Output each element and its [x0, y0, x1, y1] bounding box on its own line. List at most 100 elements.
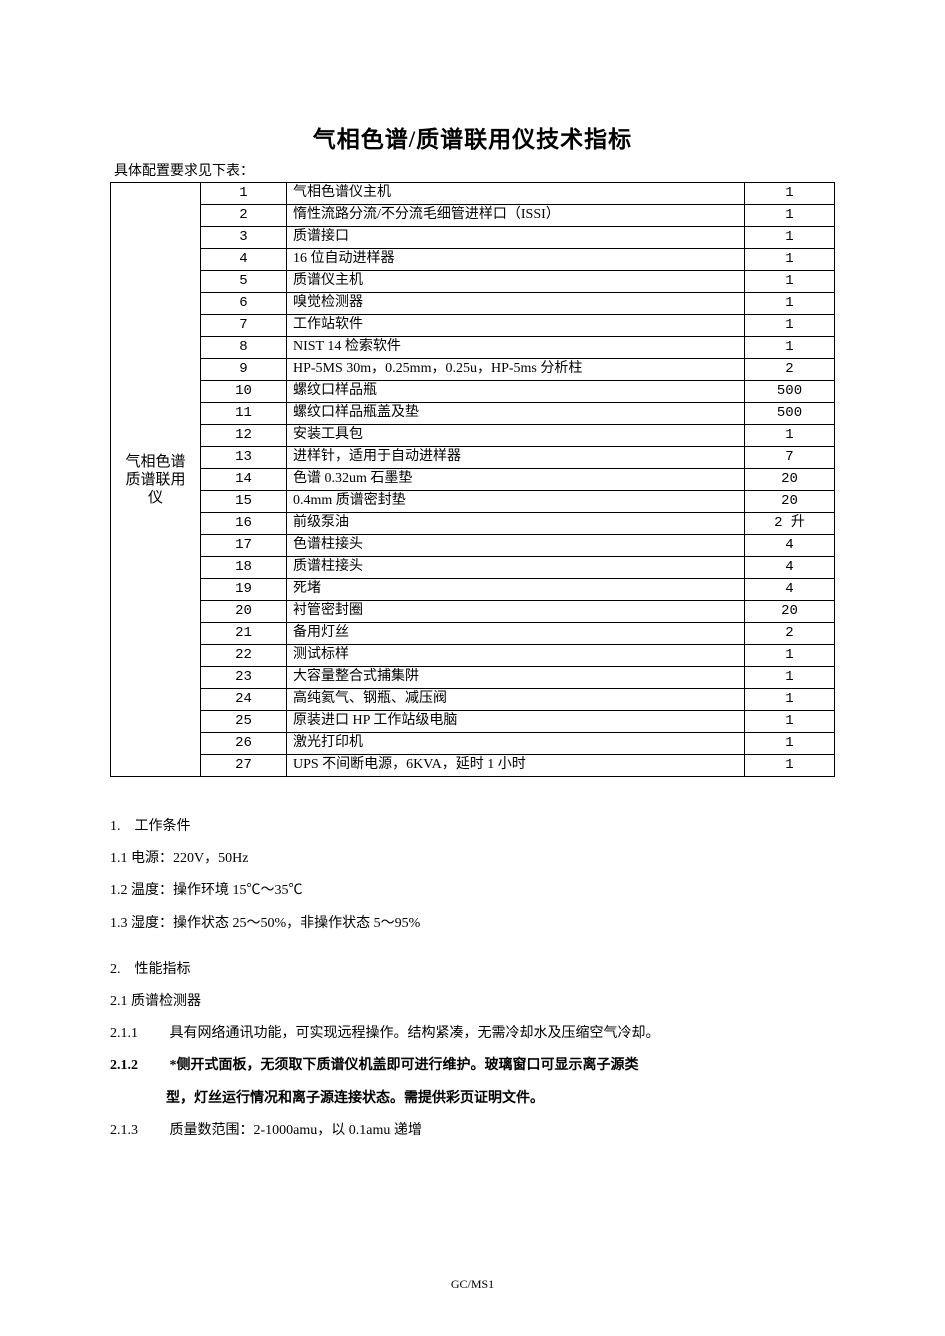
cell-desc: 高纯氦气、钢瓶、减压阀 [287, 689, 745, 711]
item-tag: 2.1.1 [110, 1018, 166, 1050]
cell-index: 19 [201, 579, 287, 601]
cell-desc: 原装进口 HP 工作站级电脑 [287, 711, 745, 733]
cell-qty: 20 [745, 491, 835, 513]
cell-desc: 备用灯丝 [287, 623, 745, 645]
cell-index: 23 [201, 667, 287, 689]
table-row: 19死堵4 [111, 579, 835, 601]
cell-qty: 1 [745, 271, 835, 293]
cell-desc: 质谱接口 [287, 227, 745, 249]
cell-qty: 1 [745, 425, 835, 447]
cell-qty: 1 [745, 711, 835, 733]
table-row: 21备用灯丝2 [111, 623, 835, 645]
cell-qty: 1 [745, 733, 835, 755]
table-row: 26激光打印机1 [111, 733, 835, 755]
cell-desc: 衬管密封圈 [287, 601, 745, 623]
cell-desc: 质谱柱接头 [287, 557, 745, 579]
cell-index: 1 [201, 183, 287, 205]
cell-qty: 1 [745, 315, 835, 337]
cell-desc: 16 位自动进样器 [287, 249, 745, 271]
cell-desc: 死堵 [287, 579, 745, 601]
cell-desc: UPS 不间断电源，6KVA，延时 1 小时 [287, 755, 745, 777]
cell-desc: 激光打印机 [287, 733, 745, 755]
table-row: 16前级泵油2 升 [111, 513, 835, 535]
table-row: 22测试标样1 [111, 645, 835, 667]
section-2-heading: 2. 性能指标 [110, 954, 835, 986]
cell-index: 9 [201, 359, 287, 381]
cell-desc: 0.4mm 质谱密封垫 [287, 491, 745, 513]
item-2-1-2: 2.1.2 *侧开式面板，无须取下质谱仪机盖即可进行维护。玻璃窗口可显示离子源类 [110, 1050, 835, 1082]
table-row: 气相色谱质谱联用仪1气相色谱仪主机1 [111, 183, 835, 205]
table-row: 7工作站软件1 [111, 315, 835, 337]
table-row: 11螺纹口样品瓶盖及垫500 [111, 403, 835, 425]
table-row: 150.4mm 质谱密封垫20 [111, 491, 835, 513]
cell-index: 7 [201, 315, 287, 337]
cell-desc: 色谱 0.32um 石墨垫 [287, 469, 745, 491]
cell-index: 6 [201, 293, 287, 315]
item-text: 具有网络通讯功能，可实现远程操作。结构紧凑，无需冷却水及压缩空气冷却。 [170, 1026, 660, 1041]
cell-desc: 螺纹口样品瓶盖及垫 [287, 403, 745, 425]
cell-index: 12 [201, 425, 287, 447]
cell-qty: 4 [745, 579, 835, 601]
cell-desc: NIST 14 检索软件 [287, 337, 745, 359]
cell-qty: 1 [745, 755, 835, 777]
cell-index: 21 [201, 623, 287, 645]
cell-index: 25 [201, 711, 287, 733]
table-row: 3质谱接口1 [111, 227, 835, 249]
cell-index: 2 [201, 205, 287, 227]
cell-qty: 7 [745, 447, 835, 469]
cell-desc: 进样针，适用于自动进样器 [287, 447, 745, 469]
cell-qty: 20 [745, 469, 835, 491]
cell-qty: 500 [745, 381, 835, 403]
cell-qty: 1 [745, 293, 835, 315]
cell-qty: 500 [745, 403, 835, 425]
cell-desc: 嗅觉检测器 [287, 293, 745, 315]
table-row: 17色谱柱接头4 [111, 535, 835, 557]
cell-qty: 2 [745, 623, 835, 645]
body-text: 1. 工作条件 1.1 电源：220V，50Hz 1.2 温度：操作环境 15℃… [110, 811, 835, 1147]
page-title: 气相色谱/质谱联用仪技术指标 [110, 120, 835, 154]
item-text: *侧开式面板，无须取下质谱仪机盖即可进行维护。玻璃窗口可显示离子源类 [170, 1058, 639, 1073]
table-row: 5质谱仪主机1 [111, 271, 835, 293]
row-header: 气相色谱质谱联用仪 [111, 183, 201, 777]
cell-qty: 1 [745, 667, 835, 689]
cell-desc: 色谱柱接头 [287, 535, 745, 557]
cell-index: 4 [201, 249, 287, 271]
cell-index: 27 [201, 755, 287, 777]
table-row: 416 位自动进样器1 [111, 249, 835, 271]
item-2-1: 2.1 质谱检测器 [110, 986, 835, 1018]
cell-index: 8 [201, 337, 287, 359]
cell-index: 15 [201, 491, 287, 513]
item-1-1: 1.1 电源：220V，50Hz [110, 843, 835, 875]
cell-index: 20 [201, 601, 287, 623]
item-2-1-2-cont: 型，灯丝运行情况和离子源连接状态。需提供彩页证明文件。 [110, 1083, 835, 1115]
cell-desc: 大容量整合式捕集阱 [287, 667, 745, 689]
item-2-1-1: 2.1.1 具有网络通讯功能，可实现远程操作。结构紧凑，无需冷却水及压缩空气冷却… [110, 1018, 835, 1050]
cell-index: 5 [201, 271, 287, 293]
cell-index: 16 [201, 513, 287, 535]
table-row: 12安装工具包1 [111, 425, 835, 447]
cell-qty: 1 [745, 689, 835, 711]
table-row: 27UPS 不间断电源，6KVA，延时 1 小时1 [111, 755, 835, 777]
table-row: 20衬管密封圈20 [111, 601, 835, 623]
cell-qty: 1 [745, 227, 835, 249]
item-text: 质量数范围：2-1000amu，以 0.1amu 递增 [170, 1123, 422, 1138]
cell-qty: 1 [745, 183, 835, 205]
table-row: 13进样针，适用于自动进样器7 [111, 447, 835, 469]
cell-qty: 20 [745, 601, 835, 623]
cell-index: 17 [201, 535, 287, 557]
cell-index: 3 [201, 227, 287, 249]
cell-index: 10 [201, 381, 287, 403]
table-row: 23大容量整合式捕集阱1 [111, 667, 835, 689]
cell-qty: 4 [745, 557, 835, 579]
section-1-heading: 1. 工作条件 [110, 811, 835, 843]
cell-index: 18 [201, 557, 287, 579]
cell-index: 14 [201, 469, 287, 491]
cell-desc: 安装工具包 [287, 425, 745, 447]
table-row: 24高纯氦气、钢瓶、减压阀1 [111, 689, 835, 711]
cell-desc: 测试标样 [287, 645, 745, 667]
table-row: 6嗅觉检测器1 [111, 293, 835, 315]
cell-desc: HP-5MS 30m，0.25mm，0.25u，HP-5ms 分析柱 [287, 359, 745, 381]
cell-qty: 1 [745, 205, 835, 227]
cell-qty: 1 [745, 337, 835, 359]
cell-qty: 1 [745, 645, 835, 667]
